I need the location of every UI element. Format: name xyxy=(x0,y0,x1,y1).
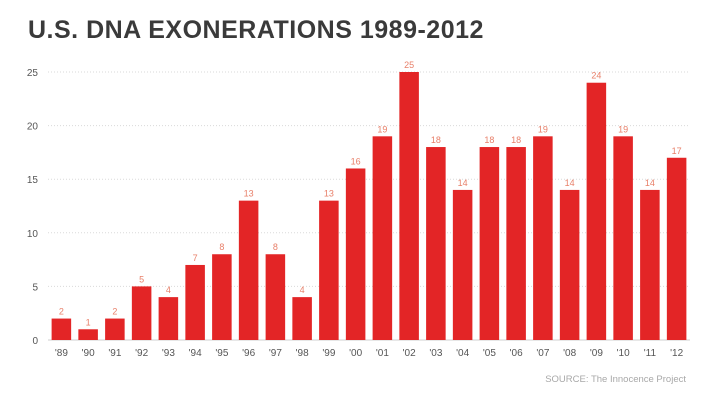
x-tick-label: '93 xyxy=(162,348,175,359)
x-tick-label: '02 xyxy=(403,348,416,359)
x-tick-label: '96 xyxy=(242,348,255,359)
x-tick-label: '11 xyxy=(644,348,657,359)
data-label: 16 xyxy=(351,156,361,166)
data-label: 4 xyxy=(166,285,171,295)
bar-92 xyxy=(131,286,152,340)
x-tick-label: '97 xyxy=(269,348,282,359)
x-tick-label: '12 xyxy=(670,348,683,359)
x-tick-label: '95 xyxy=(215,348,228,359)
data-label: 18 xyxy=(511,135,521,145)
x-tick-label: '06 xyxy=(510,348,523,359)
bar-02 xyxy=(399,72,419,340)
x-tick-label: '89 xyxy=(55,348,68,359)
bar-01 xyxy=(372,136,393,340)
data-label: 7 xyxy=(193,253,198,263)
x-tick-label: '98 xyxy=(296,348,309,359)
bar-12 xyxy=(666,157,687,340)
data-label: 18 xyxy=(484,135,494,145)
bar-99 xyxy=(319,200,339,340)
data-label: 2 xyxy=(112,307,117,317)
x-tick-label: '99 xyxy=(322,348,335,359)
x-tick-label: '90 xyxy=(82,348,95,359)
x-tick-label: '09 xyxy=(590,348,603,359)
x-tick-label: '01 xyxy=(376,348,389,359)
bar-07 xyxy=(533,136,553,340)
data-label: 2 xyxy=(59,307,64,317)
bar-09 xyxy=(586,82,607,340)
x-tick-label: '92 xyxy=(135,348,148,359)
data-label: 13 xyxy=(324,189,334,199)
y-tick-label: 20 xyxy=(27,122,39,133)
bar-05 xyxy=(479,147,500,340)
data-label: 5 xyxy=(139,274,144,284)
bar-98 xyxy=(292,297,312,340)
data-label: 13 xyxy=(244,189,254,199)
chart-title: U.S. DNA EXONERATIONS 1989-2012 xyxy=(28,16,484,44)
data-label: 8 xyxy=(219,242,224,252)
data-label: 14 xyxy=(645,178,655,188)
x-tick-label: '05 xyxy=(483,348,496,359)
bar-91 xyxy=(105,318,125,340)
data-label: 14 xyxy=(565,178,575,188)
y-tick-label: 5 xyxy=(32,282,38,293)
bar-00 xyxy=(345,168,366,340)
x-tick-label: '08 xyxy=(563,348,576,359)
data-label: 14 xyxy=(458,178,468,188)
data-label: 8 xyxy=(273,242,278,252)
data-label: 24 xyxy=(591,71,601,81)
bar-93 xyxy=(158,297,179,340)
bar-96 xyxy=(238,200,259,340)
x-tick-label: '07 xyxy=(536,348,549,359)
bar-95 xyxy=(212,254,232,340)
data-label: 17 xyxy=(672,146,682,156)
bar-03 xyxy=(426,147,446,340)
x-tick-label: '94 xyxy=(189,348,202,359)
data-label: 18 xyxy=(431,135,441,145)
y-tick-label: 15 xyxy=(27,175,39,186)
x-tick-label: '04 xyxy=(456,348,469,359)
y-tick-label: 0 xyxy=(32,336,38,347)
bar-97 xyxy=(265,254,286,340)
data-label: 19 xyxy=(618,124,628,134)
chart-source: SOURCE: The Innocence Project xyxy=(545,374,686,385)
data-label: 19 xyxy=(377,124,387,134)
bar-06 xyxy=(506,147,526,340)
bar-94 xyxy=(185,264,205,340)
bar-89 xyxy=(51,318,72,340)
x-tick-label: '00 xyxy=(349,348,362,359)
x-tick-label: '91 xyxy=(108,348,121,359)
x-tick-label: '03 xyxy=(429,348,442,359)
x-tick-label: '10 xyxy=(617,348,630,359)
bar-11 xyxy=(640,189,660,340)
bar-08 xyxy=(559,189,580,340)
data-label: 4 xyxy=(300,285,305,295)
bar-10 xyxy=(613,136,633,340)
y-tick-label: 25 xyxy=(27,68,39,79)
data-label: 19 xyxy=(538,124,548,134)
bar-90 xyxy=(78,329,98,340)
data-label: 25 xyxy=(404,60,414,70)
y-tick-label: 10 xyxy=(27,229,39,240)
bar-04 xyxy=(452,189,473,340)
data-label: 1 xyxy=(86,317,91,327)
